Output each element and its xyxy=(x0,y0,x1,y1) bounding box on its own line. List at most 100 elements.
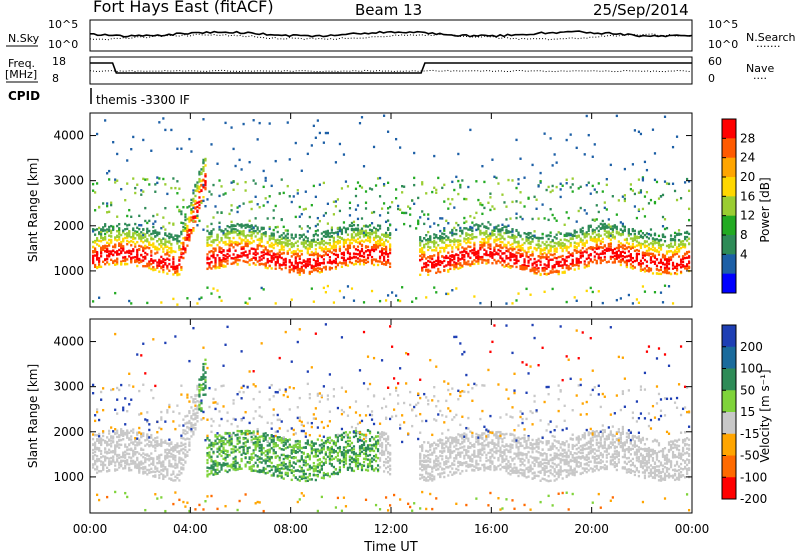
data-cell xyxy=(501,236,504,239)
data-cell xyxy=(487,221,490,224)
data-cell xyxy=(100,240,103,243)
data-cell xyxy=(421,246,424,250)
data-cell xyxy=(513,258,516,262)
data-cell xyxy=(94,249,97,252)
data-cell xyxy=(156,455,159,459)
data-cell xyxy=(300,235,303,238)
data-cell xyxy=(92,240,95,244)
data-cell xyxy=(244,242,247,246)
data-cell xyxy=(328,259,331,262)
freq-right-dots: .... xyxy=(753,69,767,82)
data-cell xyxy=(172,267,175,270)
data-cell xyxy=(437,244,440,247)
data-cell xyxy=(268,264,271,268)
data-cell xyxy=(194,394,197,397)
data-cell xyxy=(100,452,103,456)
data-cell xyxy=(543,243,546,246)
freq-left-unit: [MHz] xyxy=(5,68,37,81)
data-cell xyxy=(300,234,303,237)
data-cell xyxy=(94,450,97,454)
data-cell xyxy=(453,265,456,268)
data-cell xyxy=(551,271,554,274)
data-cell xyxy=(511,230,514,233)
data-cell xyxy=(633,192,637,196)
data-cell xyxy=(238,158,241,162)
data-cell xyxy=(198,187,201,190)
data-cell xyxy=(260,226,263,230)
data-cell xyxy=(619,263,622,267)
data-cell xyxy=(94,241,97,244)
data-cell xyxy=(348,241,352,245)
data-cell xyxy=(128,448,131,451)
data-cell xyxy=(619,242,622,245)
data-cell xyxy=(168,247,171,250)
data-cell xyxy=(651,237,655,240)
data-cell xyxy=(435,249,438,252)
data-cell xyxy=(316,234,319,237)
data-cell xyxy=(623,255,626,259)
data-cell xyxy=(184,460,187,463)
data-cell xyxy=(228,249,231,253)
data-cell xyxy=(160,469,163,472)
data-cell xyxy=(98,260,101,263)
data-cell xyxy=(384,231,388,235)
data-cell xyxy=(457,244,460,247)
data-cell xyxy=(543,251,546,255)
data-cell xyxy=(338,249,342,252)
data-cell xyxy=(140,193,143,196)
data-cell xyxy=(192,326,195,330)
data-cell xyxy=(242,254,245,257)
data-cell xyxy=(124,451,127,454)
data-cell xyxy=(453,232,456,236)
data-cell xyxy=(156,247,159,251)
data-cell xyxy=(388,205,392,209)
data-cell xyxy=(519,215,522,219)
data-cell xyxy=(150,444,153,447)
data-cell xyxy=(370,222,374,225)
data-cell xyxy=(509,258,512,262)
data-cell xyxy=(641,254,645,257)
data-cell xyxy=(611,234,614,237)
data-cell xyxy=(382,243,386,246)
data-cell xyxy=(108,254,111,258)
data-cell xyxy=(531,237,534,241)
data-cell xyxy=(118,439,121,442)
data-cell xyxy=(378,250,382,253)
data-cell xyxy=(246,234,249,237)
data-cell xyxy=(138,461,141,464)
data-cell xyxy=(429,246,432,249)
data-cell xyxy=(527,255,530,259)
data-cell xyxy=(298,261,301,264)
data-cell xyxy=(547,261,550,264)
data-cell xyxy=(270,234,273,237)
data-cell xyxy=(565,249,568,252)
data-cell xyxy=(451,234,454,237)
data-cell xyxy=(493,239,496,243)
data-cell xyxy=(603,248,606,252)
data-cell xyxy=(354,208,358,211)
data-cell xyxy=(234,224,237,228)
data-cell xyxy=(160,461,163,464)
data-cell xyxy=(366,225,370,228)
data-cell xyxy=(617,231,620,234)
data-cell xyxy=(98,239,101,243)
data-cell xyxy=(124,251,127,254)
data-cell xyxy=(168,403,171,407)
data-cell xyxy=(441,239,444,242)
data-cell xyxy=(106,211,109,214)
data-cell xyxy=(338,240,342,243)
data-cell xyxy=(421,251,424,254)
data-cell xyxy=(511,248,514,252)
data-cell xyxy=(395,197,398,200)
data-cell xyxy=(579,230,582,234)
data-cell xyxy=(489,234,492,237)
data-cell xyxy=(553,249,556,253)
data-cell xyxy=(609,238,612,241)
data-cell xyxy=(178,473,181,476)
data-cell xyxy=(445,264,448,267)
data-cell xyxy=(266,259,269,262)
data-cell xyxy=(118,230,121,233)
data-cell xyxy=(314,224,317,228)
data-cell xyxy=(505,249,508,253)
data-cell xyxy=(491,253,494,256)
